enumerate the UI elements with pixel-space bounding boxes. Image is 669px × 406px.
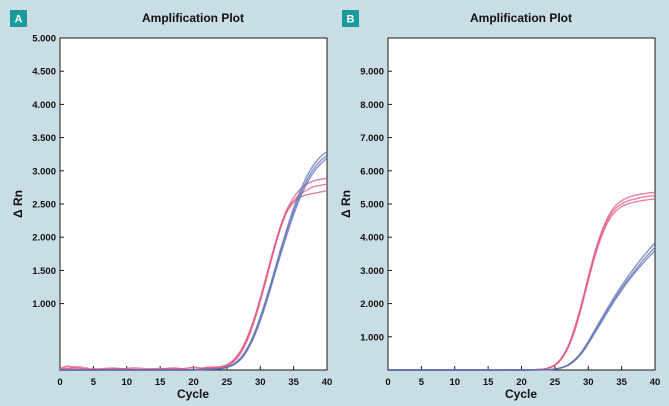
y-tick-label: 4.000 <box>32 100 56 111</box>
x-tick-label: 30 <box>583 377 594 388</box>
x-tick-label: 20 <box>188 377 199 388</box>
y-tick-label: 6.000 <box>360 166 384 177</box>
y-tick-label: 2.500 <box>32 200 56 211</box>
y-tick-label: 4.500 <box>32 67 56 78</box>
blue-series-line <box>59 157 328 371</box>
x-tick-label: 25 <box>222 377 233 388</box>
x-axis-label-a: Cycle <box>177 387 209 401</box>
y-tick-label: 7.000 <box>360 133 384 144</box>
x-tick-label: 20 <box>516 377 527 388</box>
panel-badge-a <box>10 10 27 27</box>
y-tick-label: 2.000 <box>360 299 384 310</box>
x-tick-label: 40 <box>650 377 661 388</box>
ticks-b: 1.000 2.000 3.000 4.000 5.000 6.000 7.000 8.000… <box>360 67 660 388</box>
y-axis-label-a: Δ Rn <box>11 190 25 218</box>
y-tick-label: 3.000 <box>360 266 384 277</box>
y-tick-label: 4.000 <box>360 233 384 244</box>
plot-area-b <box>387 37 656 371</box>
x-tick-label: 10 <box>121 377 132 388</box>
panel-badge-b <box>342 10 359 27</box>
chart-title-b: Amplification Plot <box>470 11 572 25</box>
y-axis-label-b: Δ Rn <box>339 190 353 218</box>
y-tick-label: 3.000 <box>32 166 56 177</box>
ticks-a: 1.000 1.500 2.000 2.500 3.000 3.500 4.000 4.500… <box>32 34 332 389</box>
panel-badge-b-text: B <box>347 14 355 26</box>
y-tick-label: 9.000 <box>360 67 384 78</box>
panel-b: B Amplification Plot 1.000 2.000 3.000 4.00… <box>339 10 660 401</box>
x-tick-label: 35 <box>616 377 627 388</box>
x-tick-label: 15 <box>155 377 166 388</box>
x-tick-label: 30 <box>255 377 266 388</box>
y-tick-label: 1.000 <box>360 332 384 343</box>
curves-b <box>387 191 656 371</box>
y-tick-label: 1.500 <box>32 266 56 277</box>
x-tick-label: 40 <box>322 377 333 388</box>
y-tick-label: 3.500 <box>32 133 56 144</box>
x-axis-label-b: Cycle <box>505 387 537 401</box>
y-tick-label: 8.000 <box>360 100 384 111</box>
panel-a: A Amplification Plot 1.000 1.500 2.000 2.50… <box>10 10 332 401</box>
x-tick-label: 35 <box>288 377 299 388</box>
panel-badge-a-text: A <box>15 14 23 26</box>
y-tick-label: 1.000 <box>32 299 56 310</box>
plot-area-a <box>59 37 328 371</box>
x-tick-label: 10 <box>449 377 460 388</box>
x-tick-label: 0 <box>57 377 62 388</box>
x-tick-label: 15 <box>483 377 494 388</box>
y-tick-label: 2.000 <box>32 233 56 244</box>
chart-title-a: Amplification Plot <box>142 11 244 25</box>
x-tick-label: 5 <box>91 377 97 388</box>
curves-a <box>59 150 328 371</box>
y-tick-label: 5.000 <box>360 200 384 211</box>
x-tick-label: 25 <box>550 377 561 388</box>
x-tick-label: 5 <box>419 377 425 388</box>
y-tick-label: 5.000 <box>32 34 56 45</box>
blue-series-line <box>387 249 656 371</box>
x-tick-label: 0 <box>385 377 390 388</box>
